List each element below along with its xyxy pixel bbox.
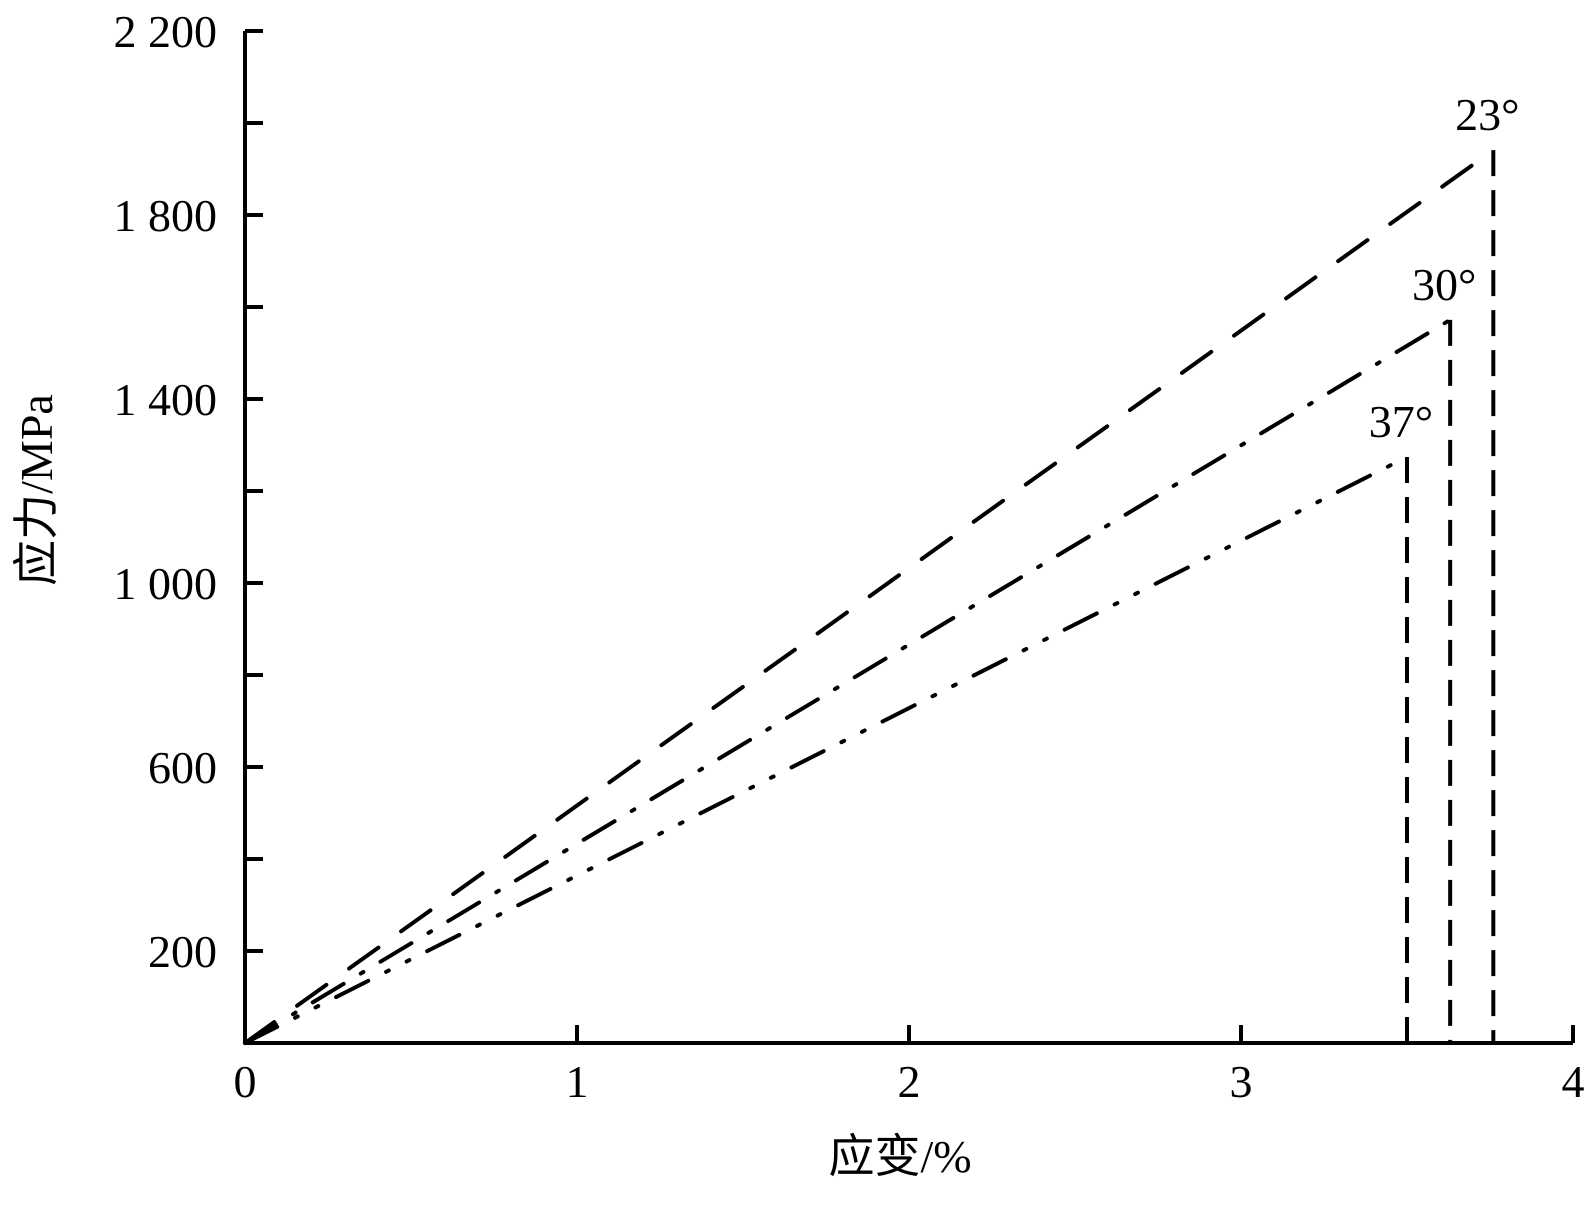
x-tick-label: 2 xyxy=(898,1056,921,1107)
series-23deg: 23° xyxy=(243,89,1520,1045)
series-group: 23° 30° 37° xyxy=(243,89,1520,1045)
y-tick-label: 1 400 xyxy=(114,374,218,425)
y-tick-label: 1 000 xyxy=(114,558,218,609)
series-line xyxy=(243,148,1496,1045)
y-tick-label: 200 xyxy=(148,926,217,977)
series-label: 23° xyxy=(1455,89,1519,140)
series-label: 30° xyxy=(1412,259,1476,310)
axes: 0 1 2 3 4 200 600 1 000 1 400 1 800 2 200 xyxy=(114,6,1585,1107)
y-tick-label: 2 200 xyxy=(114,6,218,57)
x-tick-label: 0 xyxy=(234,1056,257,1107)
x-tick-label: 3 xyxy=(1230,1056,1253,1107)
x-axis-label: 应变/% xyxy=(828,1131,971,1182)
x-tick-label: 1 xyxy=(566,1056,589,1107)
y-axis-label: 应力/MPa xyxy=(11,394,62,586)
series-line xyxy=(243,454,1409,1045)
x-tick-label: 4 xyxy=(1562,1056,1585,1107)
series-30deg: 30° xyxy=(243,259,1476,1045)
series-label: 37° xyxy=(1369,396,1433,447)
series-37deg: 37° xyxy=(243,396,1433,1045)
y-tick-label: 1 800 xyxy=(114,190,218,241)
series-line xyxy=(243,317,1453,1045)
y-tick-label: 600 xyxy=(148,742,217,793)
